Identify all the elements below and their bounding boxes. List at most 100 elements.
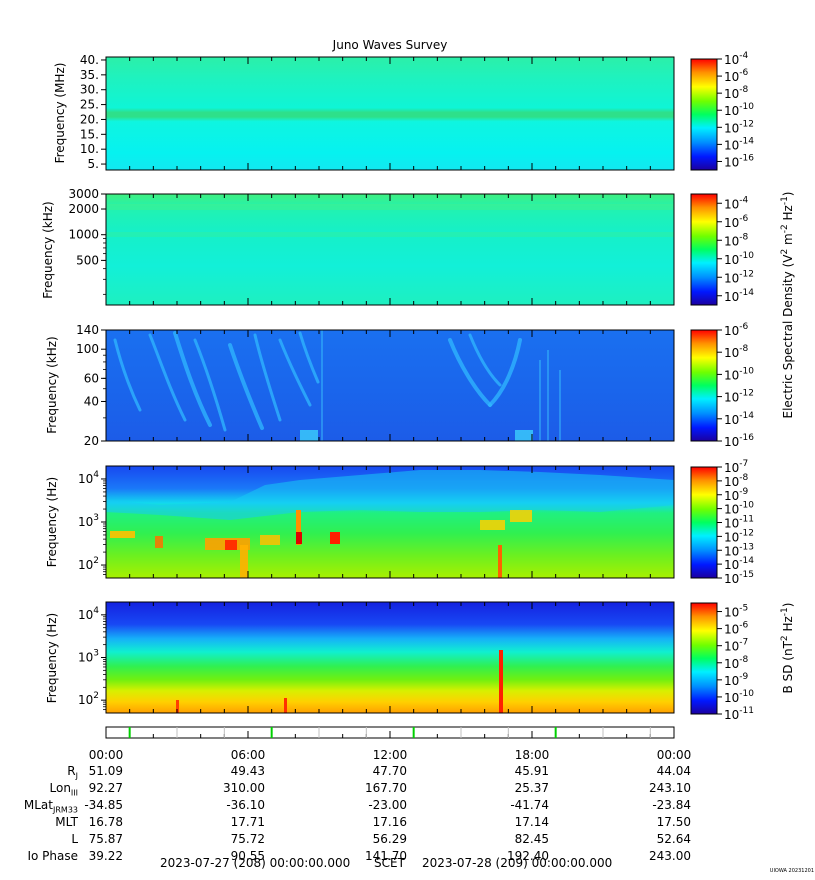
panel-2-ytick-label: 1000 [68,228,99,242]
panel-5-spike-1 [499,650,503,713]
strip-green-mark [554,727,557,738]
panel-1-ytick-label: 30. [80,83,99,97]
panel-4-cbar-label: 10-8 [724,473,749,489]
panel-2-ylabel: Frequency (kHz) [41,201,55,298]
panel-4-ytick-label: 104 [78,470,99,486]
panel-5-ytick-label: 104 [78,606,99,622]
x-tick-label: 12:00 [372,748,408,762]
panel-4-hot-spot-10 [480,520,505,530]
panel-5-spectrogram [106,602,674,713]
panel-2-cbar-label: 10-8 [724,232,749,248]
panel-1-cbar-label: 10-8 [724,85,749,101]
panel-3-cbar-label: 10-6 [724,322,749,338]
panel-2-ytick-label: 2000 [68,202,99,216]
ephemeris-value: -41.74 [510,798,549,812]
ephemeris-value: 47.70 [372,764,407,778]
panel-3-ytick-label: 20 [84,434,99,448]
panel-1-spectrogram [106,57,674,170]
panel-5-spike-3 [284,698,287,713]
panel-2-band-2000 [106,204,674,210]
panel-4-hot-spot-9 [330,532,340,544]
panel-1: 40.35.30.25.20.15.10.5. Frequency (MHz) … [53,51,754,171]
panel-4-cbar-label: 10-13 [724,542,754,558]
ephemeris-value: -34.85 [84,798,123,812]
panel-5-ytick-label: 103 [78,649,99,665]
ephemeris-label: RJ [67,764,78,781]
panel-2-cbar-label: 10-6 [724,214,749,230]
panel-5-yticks: 104 103 102 [78,606,106,711]
time-strip-ticks [105,727,675,738]
ephemeris-value: 51.09 [88,764,123,778]
panel-3-blob-2 [515,430,533,441]
panel-4-hot-spot-4 [225,540,237,550]
ephemeris-value: 243.10 [649,781,691,795]
panel-1-colorbar [690,58,718,171]
electric-colorbar-title: Electric Spectral Density (V2 m-2 Hz-1) [780,191,795,418]
panel-5-cbar-label: 10-7 [724,638,748,654]
panel-1-ylabel: Frequency (MHz) [53,63,67,164]
panel-4-hot-spot-7 [296,510,301,545]
ephemeris-value: 16.78 [88,815,123,829]
panel-1-cbar-label: 10-6 [724,68,749,84]
panel-5-cbar-label: 10-9 [724,672,749,688]
ephemeris-value: 39.22 [88,849,123,863]
panel-1-ytick-label: 40. [80,53,99,67]
panel-3-cbar-label: 10-16 [724,433,754,449]
strip-green-mark [412,727,415,738]
panel-4-hot-spot-1 [110,531,135,538]
panel-3-colorbar-ticks: 10-6 10-8 10-10 10-12 10-14 10-16 [717,322,754,449]
panel-1-ytick-label: 15. [80,127,99,141]
panel-1-ytick-label: 5. [88,157,99,171]
panel-1-cbar-label: 10-4 [724,51,749,67]
chart-title: Juno Waves Survey [332,38,448,52]
ephemeris-value: 25.37 [514,781,549,795]
strip-green-mark [128,727,131,738]
panel-1-cbar-label: 10-10 [724,102,754,118]
panel-3-cbar-label: 10-10 [724,366,754,382]
panel-4-colorbar-ticks: 10-710-810-910-1010-1110-1210-1310-1410-… [717,459,754,586]
credit: UIOWA 20231201 [770,868,814,874]
panel-4-hot-spot-5 [240,545,248,578]
footer-scet: SCET [374,856,405,870]
panel-3-colorbar [690,329,718,442]
ephemeris-value: 52.64 [656,832,691,846]
ephemeris-label: MLT [55,815,78,829]
panel-3-cbar-label: 10-14 [724,411,754,427]
x-tick-label: 18:00 [514,748,550,762]
panel-4-cbar-label: 10-10 [724,501,754,517]
panel-3-blob-1 [300,430,318,441]
ephemeris-value: 192.40 [507,849,549,863]
x-tick-label: 00:00 [88,748,124,762]
ephemeris-value: 243.00 [649,849,691,863]
panel-4-cbar-label: 10-9 [724,487,749,503]
ephemeris-value: 82.45 [514,832,549,846]
panel-1-ytick-label: 25. [80,98,99,112]
ephemeris-value: 49.43 [230,764,265,778]
panel-2-cbar-label: 10-4 [724,195,749,211]
panel-4-colorbar [690,466,718,579]
panel-4-cbar-label: 10-7 [724,459,748,475]
panel-1-ytick-label: 35. [80,68,99,82]
ephemeris-label: LonIII [49,781,79,798]
panel-5-cbar-label: 10-8 [724,655,749,671]
x-tick-label: 00:00 [656,748,692,762]
panel-5-ylabel: Frequency (Hz) [45,613,59,704]
panel-4-xticks [105,466,675,578]
panel-1-cbar-label: 10-16 [724,153,754,169]
panel-4-hot-spot-12 [498,545,502,578]
panel-2-cbar-label: 10-10 [724,251,754,267]
panel-4-hot-spot-8 [296,532,302,544]
ephemeris-label: MLatJRM33 [23,798,78,815]
ephemeris-value: 45.91 [514,764,549,778]
panel-2-ytick-label: 3000 [68,187,99,201]
panel-4-hot-spots [110,510,532,578]
panel-2-colorbar [690,193,718,306]
